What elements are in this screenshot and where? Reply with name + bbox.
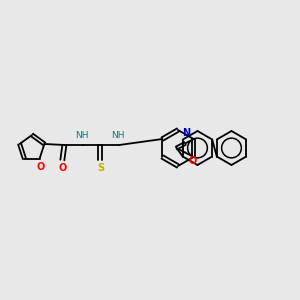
Text: N: N [182, 128, 190, 139]
Text: NH: NH [112, 131, 125, 140]
Text: O: O [37, 161, 45, 172]
Text: S: S [97, 163, 104, 173]
Text: NH: NH [76, 131, 89, 140]
Text: O: O [188, 155, 196, 166]
Text: O: O [58, 163, 67, 173]
